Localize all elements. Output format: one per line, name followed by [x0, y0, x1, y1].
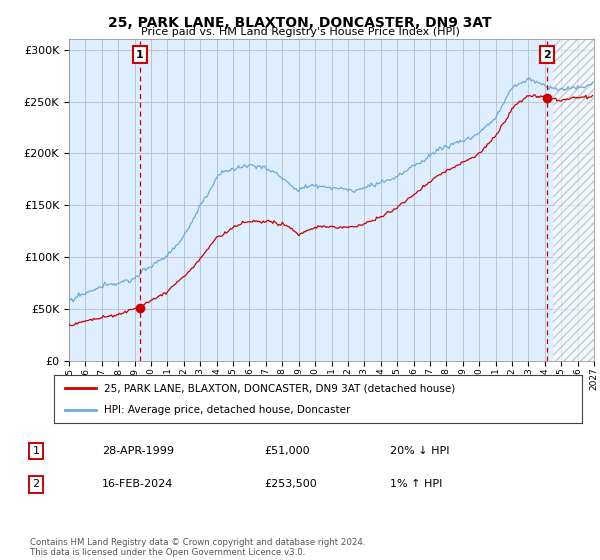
Text: HPI: Average price, detached house, Doncaster: HPI: Average price, detached house, Donc…: [104, 405, 350, 415]
Text: 2: 2: [32, 479, 40, 489]
Text: 28-APR-1999: 28-APR-1999: [102, 446, 174, 456]
Text: £51,000: £51,000: [264, 446, 310, 456]
Text: 25, PARK LANE, BLAXTON, DONCASTER, DN9 3AT (detached house): 25, PARK LANE, BLAXTON, DONCASTER, DN9 3…: [104, 383, 455, 393]
Text: 2: 2: [543, 50, 551, 60]
Text: 1% ↑ HPI: 1% ↑ HPI: [390, 479, 442, 489]
Text: 20% ↓ HPI: 20% ↓ HPI: [390, 446, 449, 456]
Text: Price paid vs. HM Land Registry's House Price Index (HPI): Price paid vs. HM Land Registry's House …: [140, 27, 460, 37]
Text: 25, PARK LANE, BLAXTON, DONCASTER, DN9 3AT: 25, PARK LANE, BLAXTON, DONCASTER, DN9 3…: [108, 16, 492, 30]
Text: 1: 1: [136, 50, 144, 60]
Text: 1: 1: [32, 446, 40, 456]
Text: £253,500: £253,500: [264, 479, 317, 489]
Text: Contains HM Land Registry data © Crown copyright and database right 2024.
This d: Contains HM Land Registry data © Crown c…: [30, 538, 365, 557]
Text: 16-FEB-2024: 16-FEB-2024: [102, 479, 173, 489]
